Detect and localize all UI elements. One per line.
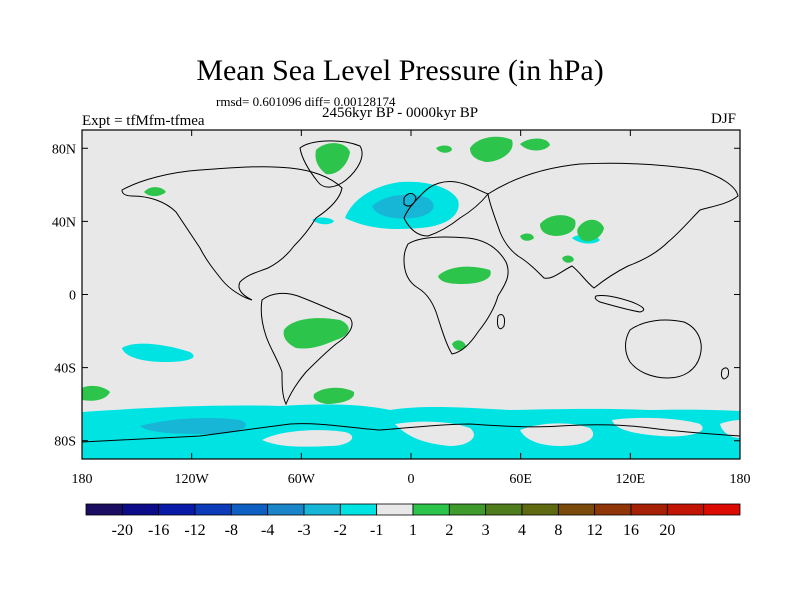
colorbar-swatch xyxy=(449,504,485,515)
colorbar-swatch xyxy=(195,504,231,515)
colorbar: -20 -16 -12 -8 -4 -3 -2 -1 1 2 3 4 8 12 16 20 xyxy=(86,504,740,539)
colorbar-label: -4 xyxy=(261,522,274,539)
colorbar-label: 16 xyxy=(623,522,639,539)
colorbar-swatch xyxy=(86,504,122,515)
lat-tick-label: 40S xyxy=(54,362,76,377)
colorbar-label: 8 xyxy=(554,522,562,539)
colorbar-label: -1 xyxy=(370,522,383,539)
lat-tick-label: 80S xyxy=(54,435,76,450)
colorbar-swatch xyxy=(558,504,594,515)
lon-tick-label: 180 xyxy=(730,472,751,487)
colorbar-swatch xyxy=(413,504,449,515)
colorbar-label: -20 xyxy=(112,522,133,539)
colorbar-label: 12 xyxy=(587,522,603,539)
map-figure: 80N40N040S80S 180 120W 60W 0 60E 120E 180 -20-… xyxy=(0,0,800,600)
lon-tick-label: 60E xyxy=(509,472,532,487)
colorbar-swatch xyxy=(522,504,558,515)
colorbar-label: -3 xyxy=(297,522,310,539)
colorbar-label: -2 xyxy=(334,522,347,539)
colorbar-label: -12 xyxy=(184,522,205,539)
lat-tick-label: 80N xyxy=(52,142,76,157)
colorbar-swatch xyxy=(268,504,304,515)
lon-tick-label: 180 xyxy=(72,472,93,487)
colorbar-swatch xyxy=(122,504,158,515)
colorbar-label: 4 xyxy=(518,522,526,539)
lon-tick-label: 60W xyxy=(288,472,316,487)
colorbar-swatch xyxy=(231,504,267,515)
colorbar-swatch xyxy=(631,504,667,515)
colorbar-label: -16 xyxy=(148,522,169,539)
lat-tick-label: 0 xyxy=(69,289,76,304)
colorbar-swatch xyxy=(486,504,522,515)
lon-tick-label: 120W xyxy=(175,472,210,487)
colorbar-label: 3 xyxy=(482,522,490,539)
colorbar-label: 20 xyxy=(659,522,675,539)
lon-tick-label: 120E xyxy=(616,472,646,487)
lon-tick-label: 0 xyxy=(408,472,415,487)
colorbar-label: 1 xyxy=(409,522,417,539)
colorbar-label: -8 xyxy=(225,522,238,539)
colorbar-swatch xyxy=(704,504,740,515)
colorbar-swatch xyxy=(304,504,340,515)
colorbar-swatch xyxy=(595,504,631,515)
colorbar-label: 2 xyxy=(445,522,453,539)
colorbar-swatch xyxy=(667,504,703,515)
lat-tick-label: 40N xyxy=(52,215,76,230)
colorbar-swatch xyxy=(377,504,413,515)
colorbar-swatch xyxy=(159,504,195,515)
colorbar-swatch xyxy=(340,504,376,515)
